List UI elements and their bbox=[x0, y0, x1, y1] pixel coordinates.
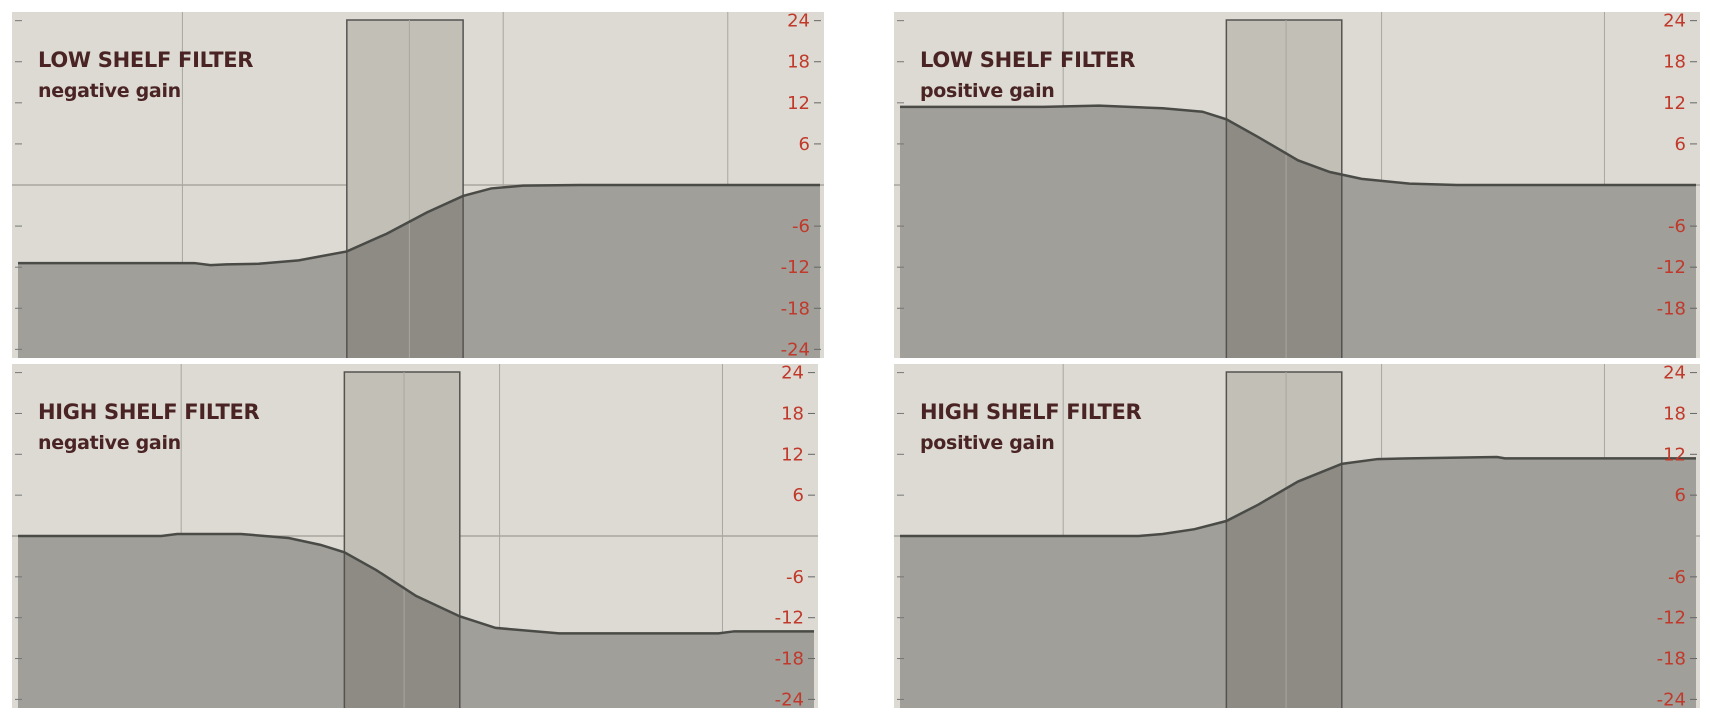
y-tick-label: -12 bbox=[1657, 257, 1686, 278]
chart-panel-low-shelf-negative: 24 18 12 6 -6 -12 -18 -24 LOW SHELF FILTER nega… bbox=[12, 12, 824, 358]
chart-title: LOW SHELF FILTER bbox=[920, 48, 1136, 72]
frequency-band-outline bbox=[1225, 19, 1343, 358]
y-tick-label: -18 bbox=[775, 649, 804, 670]
y-tick-label: 6 bbox=[1675, 134, 1686, 155]
y-tick-label: 12 bbox=[781, 444, 804, 465]
response-curve bbox=[18, 183, 820, 267]
y-tick-label: 12 bbox=[1663, 444, 1686, 465]
response-curve bbox=[900, 104, 1696, 187]
y-tick-label: -24 bbox=[1657, 689, 1686, 708]
frequency-band-outline bbox=[346, 19, 464, 358]
chart-svg: 24 18 12 6 -6 -12 -18 -24 bbox=[12, 12, 824, 358]
y-tick-label: 6 bbox=[1675, 485, 1686, 506]
y-tick-label: 18 bbox=[781, 403, 804, 424]
chart-title: HIGH SHELF FILTER bbox=[920, 400, 1142, 424]
chart-svg: 24 18 12 6 -6 -12 -18 -24 bbox=[12, 364, 818, 708]
chart-svg: 24 18 12 6 -6 -12 -18 -24 bbox=[894, 364, 1700, 708]
chart-subtitle: positive gain bbox=[920, 432, 1055, 454]
chart-subtitle: positive gain bbox=[920, 80, 1055, 102]
chart-svg: 24 18 12 6 -6 -12 -18 bbox=[894, 12, 1700, 358]
y-tick-label: -12 bbox=[775, 608, 804, 629]
frequency-band-outline bbox=[1225, 371, 1343, 708]
y-tick-label: 24 bbox=[1663, 364, 1686, 384]
response-curve bbox=[900, 455, 1696, 538]
y-tick-label: 12 bbox=[787, 93, 810, 114]
y-tick-label: 6 bbox=[793, 485, 804, 506]
y-tick-label: -6 bbox=[792, 216, 810, 237]
y-tick-label: -18 bbox=[1657, 298, 1686, 319]
y-tick-label: -6 bbox=[1668, 567, 1686, 588]
chart-subtitle: negative gain bbox=[38, 80, 181, 102]
y-tick-label: -6 bbox=[786, 567, 804, 588]
y-tick-label: 12 bbox=[1663, 93, 1686, 114]
chart-subtitle: negative gain bbox=[38, 432, 181, 454]
y-tick-label: 24 bbox=[1663, 12, 1686, 32]
y-tick-label: -24 bbox=[775, 689, 804, 708]
y-tick-label: 18 bbox=[1663, 403, 1686, 424]
y-tick-label: -24 bbox=[781, 339, 810, 358]
y-tick-label: -12 bbox=[781, 257, 810, 278]
frequency-band-outline bbox=[343, 371, 461, 708]
response-curve bbox=[18, 532, 814, 635]
chart-panel-high-shelf-positive: 24 18 12 6 -6 -12 -18 -24 HIGH SHELF FILTER pos… bbox=[894, 364, 1700, 708]
y-tick-label: 6 bbox=[799, 134, 810, 155]
chart-title: LOW SHELF FILTER bbox=[38, 48, 254, 72]
y-tick-label: 24 bbox=[781, 364, 804, 384]
y-tick-label: -6 bbox=[1668, 216, 1686, 237]
y-tick-label: 24 bbox=[787, 12, 810, 32]
y-tick-label: -18 bbox=[1657, 649, 1686, 670]
chart-panel-low-shelf-positive: 24 18 12 6 -6 -12 -18 LOW SHELF FILTER positiv… bbox=[894, 12, 1700, 358]
chart-panel-high-shelf-negative: 24 18 12 6 -6 -12 -18 -24 HIGH SHELF FILTER neg… bbox=[12, 364, 818, 708]
y-tick-label: -18 bbox=[781, 298, 810, 319]
y-tick-label: 18 bbox=[787, 52, 810, 73]
y-tick-label: -12 bbox=[1657, 608, 1686, 629]
y-tick-label: 18 bbox=[1663, 52, 1686, 73]
chart-title: HIGH SHELF FILTER bbox=[38, 400, 260, 424]
